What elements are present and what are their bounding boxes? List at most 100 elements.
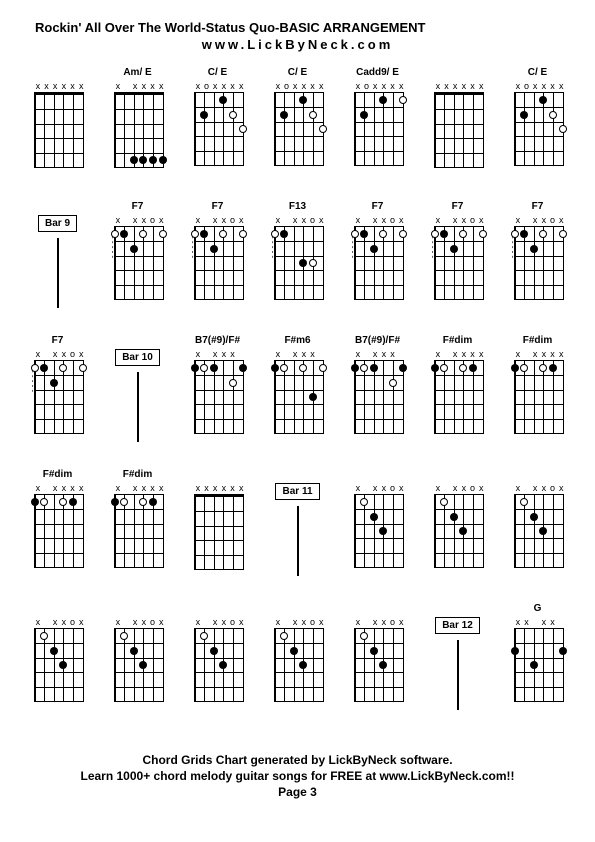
- bar-marker: Bar 10: [101, 335, 175, 465]
- nut-markers: xxxxx: [34, 484, 86, 494]
- chord-diagram: xxxox: [350, 484, 406, 574]
- nut-marker: x: [220, 82, 229, 92]
- nut-marker: [362, 350, 371, 360]
- fretboard: [514, 226, 564, 300]
- nut-marker: x: [354, 350, 363, 360]
- footer-line-3: Page 3: [15, 785, 580, 799]
- nut-marker: x: [514, 484, 523, 494]
- finger-dot: [539, 96, 547, 104]
- nut-markers: xxxox: [274, 618, 326, 628]
- fretboard: [354, 226, 404, 300]
- finger-dot: [239, 230, 247, 238]
- nut-marker: x: [477, 82, 486, 92]
- finger-dot: [130, 245, 138, 253]
- nut-marker: x: [140, 484, 149, 494]
- chord-name: B7(#9)/F#: [355, 335, 400, 349]
- chord-cell: xxxox: [101, 603, 175, 733]
- chord-diagram: xxxx: [350, 350, 406, 440]
- finger-dot: [139, 230, 147, 238]
- nut-marker: [397, 350, 406, 360]
- chord-name: C/ E: [528, 67, 547, 81]
- chord-diagram: xxxxx: [510, 350, 566, 440]
- chord-name: C/ E: [288, 67, 307, 81]
- chord-cell: B7(#9)/F#xxxx: [341, 335, 415, 465]
- nut-marker: x: [60, 350, 69, 360]
- nut-markers: xxxxx: [434, 350, 486, 360]
- chord-name: F7: [212, 201, 224, 215]
- nut-markers: xxxox: [434, 484, 486, 494]
- footer-line-1: Chord Grids Chart generated by LickByNec…: [15, 753, 580, 767]
- chord-diagram: xxxox: [110, 618, 166, 708]
- chord-cell: xxxxxx: [421, 67, 495, 197]
- nut-markers: xxxox: [114, 216, 166, 226]
- finger-dot: [520, 498, 528, 506]
- chord-cell: xxxox: [341, 603, 415, 733]
- nut-marker: x: [468, 350, 477, 360]
- nut-markers: xxxxxx: [34, 82, 86, 92]
- bar-line: [457, 640, 459, 710]
- nut-marker: x: [42, 82, 51, 92]
- nut-marker: x: [114, 216, 123, 226]
- nut-markers: xxxxx: [514, 350, 566, 360]
- finger-dot: [379, 661, 387, 669]
- nut-marker: x: [114, 484, 123, 494]
- finger-dot: [520, 230, 528, 238]
- finger-dot: [59, 364, 67, 372]
- chord-cell: F7xxxox- - - - -: [21, 335, 95, 465]
- nut-marker: x: [477, 216, 486, 226]
- fret-position-dashes: - - - - -: [426, 236, 440, 258]
- finger-dot: [379, 527, 387, 535]
- nut-marker: x: [514, 350, 523, 360]
- nut-marker: [282, 350, 291, 360]
- nut-marker: [202, 350, 211, 360]
- nut-marker: [42, 484, 51, 494]
- finger-dot: [149, 498, 157, 506]
- nut-markers: xxxx: [274, 350, 326, 360]
- finger-dot: [530, 661, 538, 669]
- nut-marker: x: [354, 618, 363, 628]
- chord-cell: Am/ Exxxxx: [101, 67, 175, 197]
- nut-marker: x: [194, 82, 203, 92]
- nut-markers: xxxxxx: [434, 82, 486, 92]
- nut-marker: [122, 216, 131, 226]
- chord-cell: xxxox: [261, 603, 335, 733]
- nut-markers: xxxox: [34, 618, 86, 628]
- nut-marker: [282, 216, 291, 226]
- finger-dot: [549, 111, 557, 119]
- fretboard: [34, 628, 84, 702]
- nut-markers: xxxox: [354, 618, 406, 628]
- finger-dot: [370, 364, 378, 372]
- fretboard: [354, 628, 404, 702]
- finger-dot: [539, 364, 547, 372]
- bar-marker: Bar 9: [21, 201, 95, 331]
- nut-marker: x: [291, 618, 300, 628]
- finger-dot: [280, 111, 288, 119]
- nut-marker: [442, 350, 451, 360]
- nut-marker: x: [380, 82, 389, 92]
- finger-dot: [229, 111, 237, 119]
- nut-marker: x: [397, 484, 406, 494]
- nut-marker: x: [274, 82, 283, 92]
- finger-dot: [200, 364, 208, 372]
- chord-diagram: xxxxx: [110, 82, 166, 172]
- finger-dot: [360, 498, 368, 506]
- nut-marker: x: [540, 484, 549, 494]
- nut-marker: x: [460, 484, 469, 494]
- finger-dot: [200, 111, 208, 119]
- nut-marker: x: [157, 82, 166, 92]
- nut-marker: [522, 350, 531, 360]
- fretboard: [34, 92, 84, 168]
- nut-marker: x: [434, 82, 443, 92]
- finger-dot: [139, 498, 147, 506]
- nut-marker: x: [77, 350, 86, 360]
- nut-marker: x: [34, 618, 43, 628]
- nut-marker: x: [220, 216, 229, 226]
- nut-marker: o: [388, 618, 397, 628]
- nut-marker: x: [131, 618, 140, 628]
- chord-name: C/ E: [208, 67, 227, 81]
- nut-marker: x: [531, 350, 540, 360]
- finger-dot: [459, 230, 467, 238]
- nut-marker: x: [51, 618, 60, 628]
- finger-dot: [309, 111, 317, 119]
- chord-cell: xxxxxx: [181, 469, 255, 599]
